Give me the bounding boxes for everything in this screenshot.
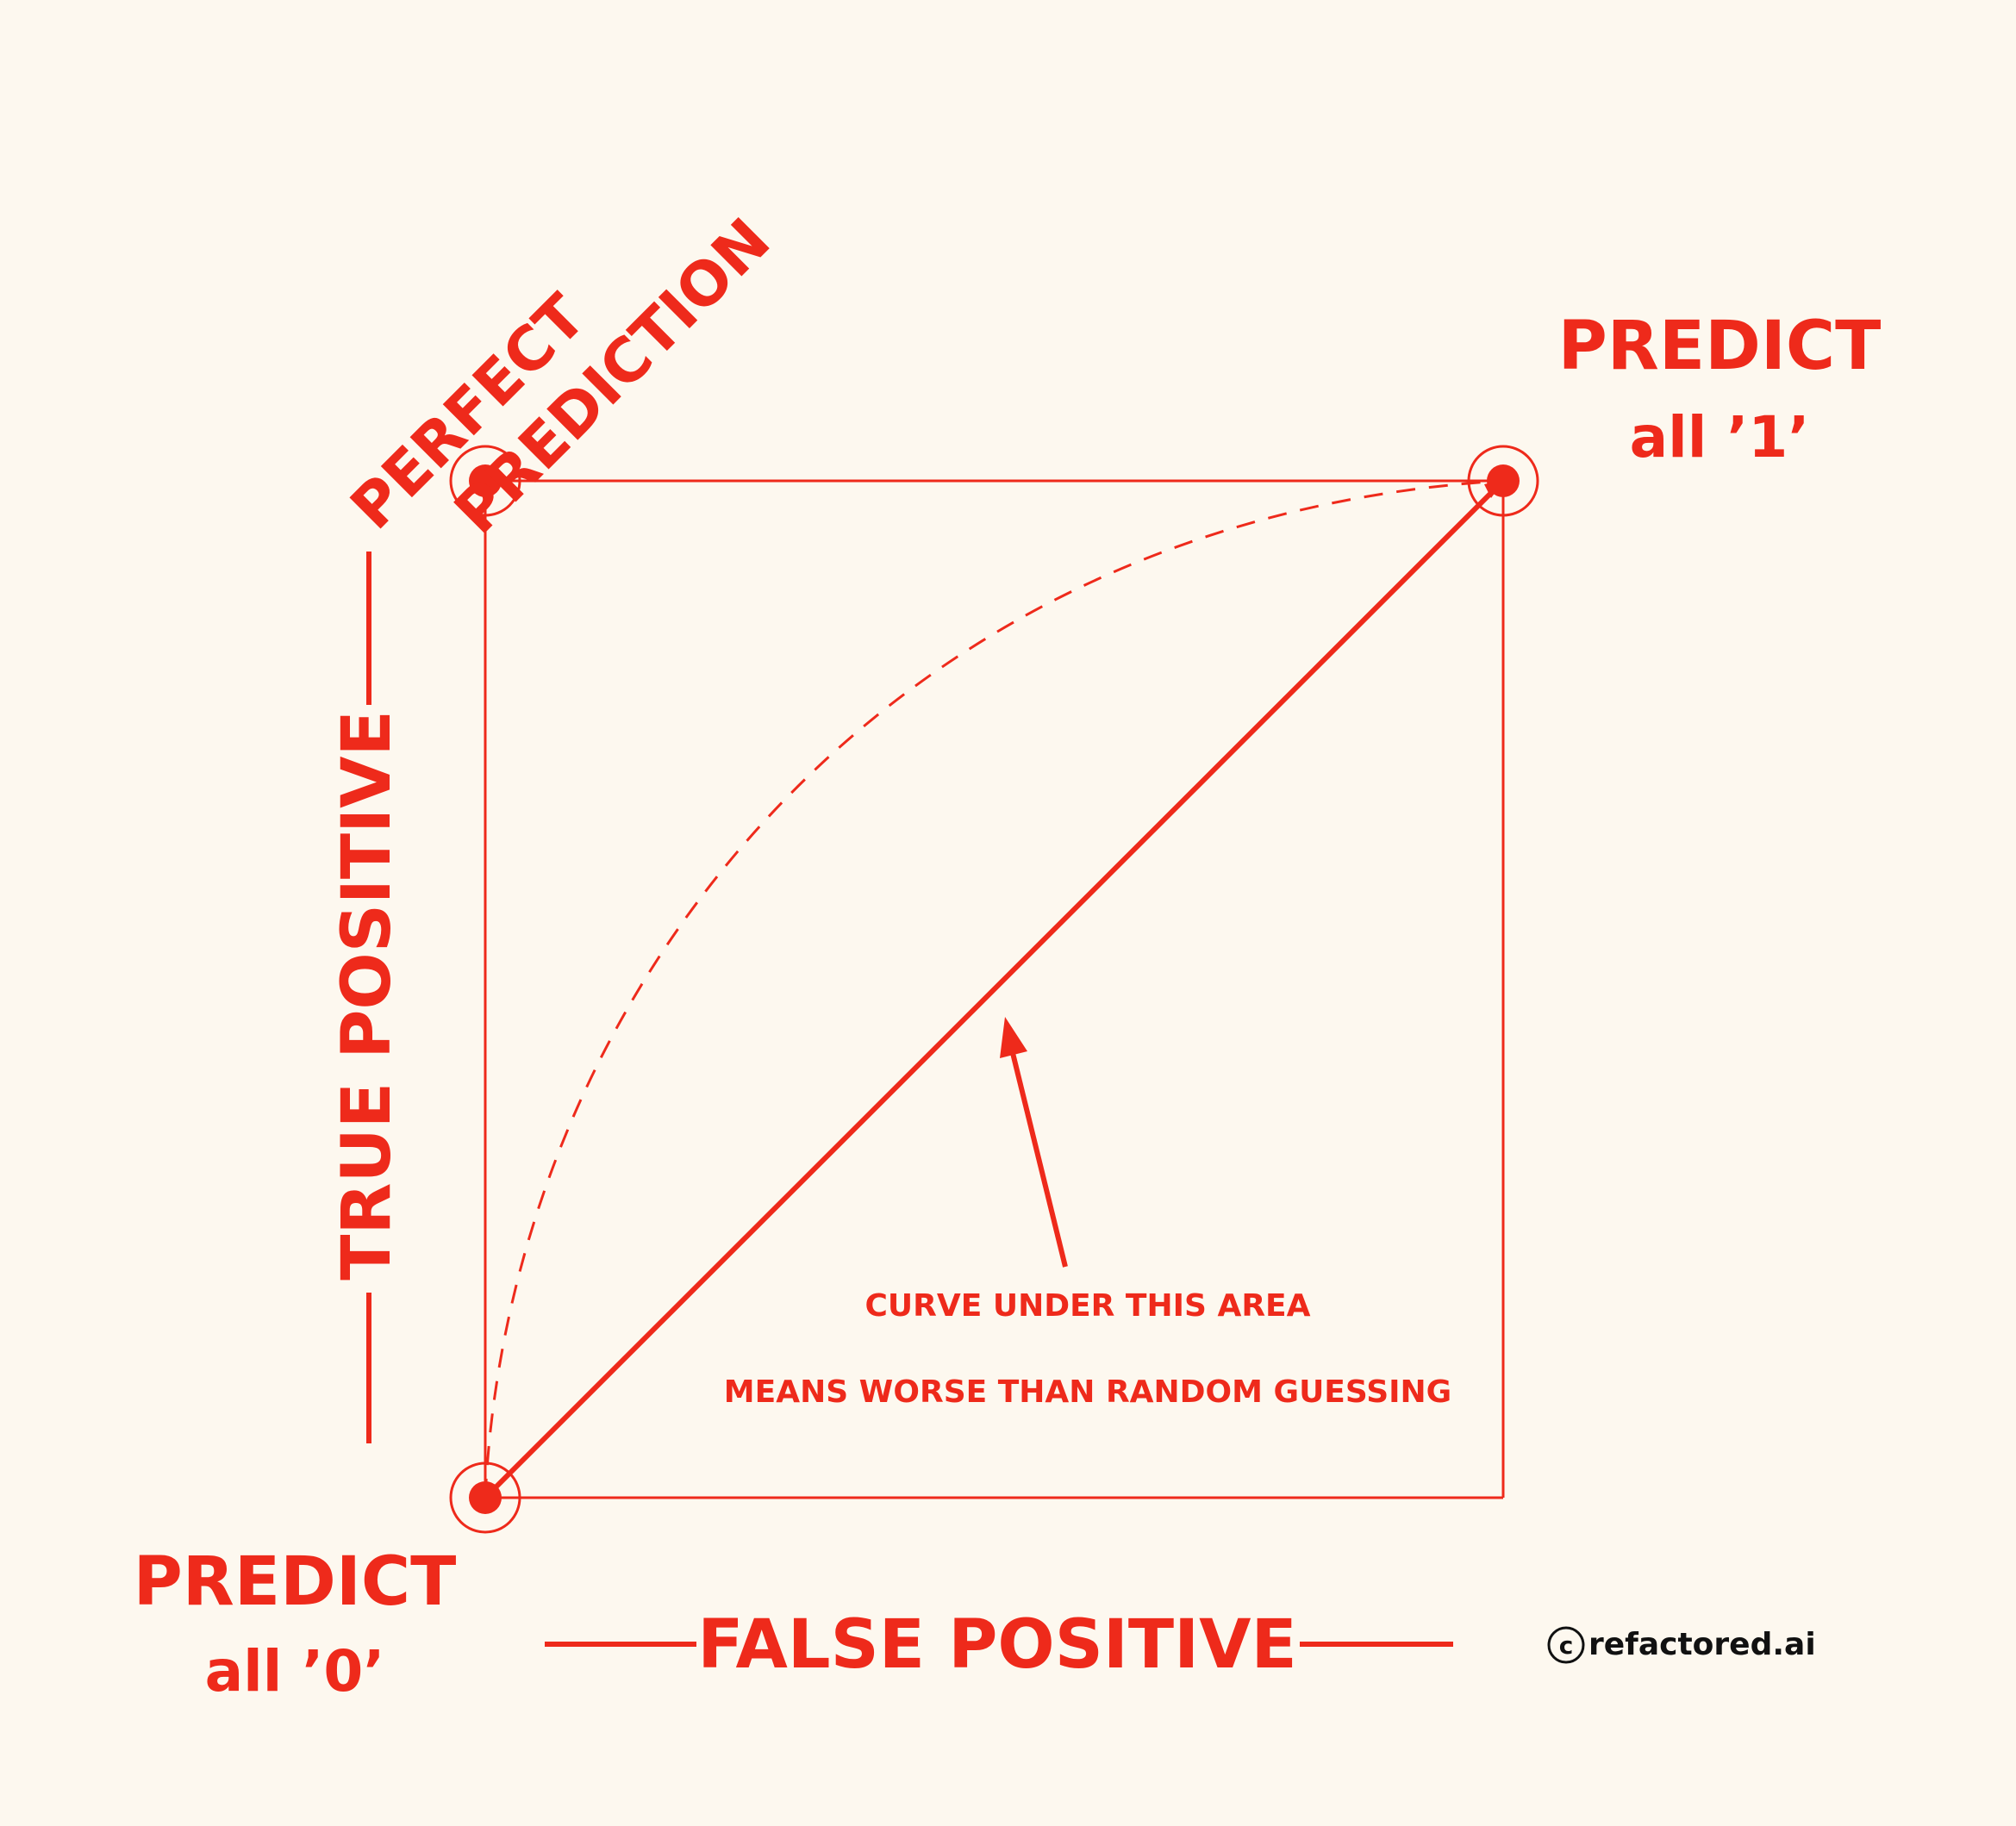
predict-zero-point-ring <box>449 1461 521 1534</box>
perfect-point <box>469 464 502 497</box>
predict-one-point <box>1487 464 1520 497</box>
perfect-point-ring <box>449 445 521 517</box>
predict-one-label-line1: PREDICT <box>1558 308 1882 385</box>
copyright-circle <box>1547 1626 1585 1664</box>
predict-one-point-ring <box>1467 445 1539 517</box>
predict-zero-label-line1: PREDICT <box>134 1543 457 1621</box>
random-guess-diagonal <box>483 478 1506 1500</box>
predict-one-label-line2: all ’1’ <box>1630 404 1810 471</box>
annotation-line2: MEANS WORSE THAN RANDOM GUESSING <box>724 1374 1451 1410</box>
credit: c refactored.ai <box>1547 1626 1816 1664</box>
credit-text: refactored.ai <box>1588 1627 1816 1662</box>
predict-zero-point <box>469 1481 502 1514</box>
copyright-symbol: c <box>1559 1631 1574 1660</box>
annotation-arrow-shaft <box>1009 1049 1068 1268</box>
y-axis-title: TRUE POSITIVE <box>328 710 406 1281</box>
x-axis-title: FALSE POSITIVE <box>697 1606 1297 1684</box>
roc-curve-dashed <box>484 479 1504 1499</box>
predict-zero-label-line2: all ’0’ <box>205 1638 385 1704</box>
annotation-line1: CURVE UNDER THIS AREA <box>864 1288 1310 1324</box>
annotation-arrowhead <box>1000 1017 1027 1058</box>
